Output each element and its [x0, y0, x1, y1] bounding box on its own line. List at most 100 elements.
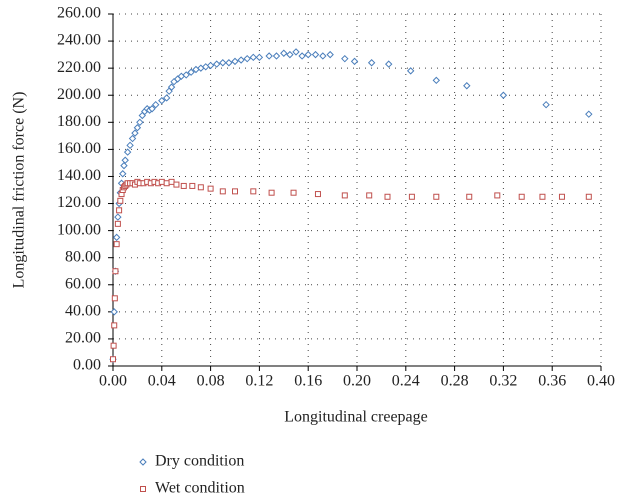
point	[290, 189, 297, 196]
point	[114, 220, 121, 227]
y-tick-label: 200.00	[57, 86, 101, 103]
point	[120, 161, 128, 170]
x-tick-label: 0.20	[343, 373, 371, 390]
point	[151, 101, 160, 109]
point	[114, 213, 122, 221]
point	[111, 295, 118, 302]
point	[126, 141, 134, 150]
point	[158, 96, 166, 105]
point	[406, 67, 415, 75]
point	[219, 59, 227, 67]
point	[286, 50, 294, 59]
point	[518, 193, 525, 200]
y-tick-label: 160.00	[57, 140, 101, 157]
point	[119, 170, 127, 178]
point	[131, 129, 139, 137]
point	[237, 56, 245, 64]
point	[197, 184, 204, 191]
point	[326, 50, 334, 59]
point	[113, 241, 120, 248]
point	[117, 197, 124, 204]
x-axis-title: Longitudinal creepage	[284, 409, 428, 426]
y-tick-label: 0.00	[73, 357, 101, 374]
point	[162, 94, 171, 102]
point	[243, 54, 251, 63]
legend-label: Wet condition	[155, 480, 245, 497]
point	[311, 50, 320, 59]
point	[341, 54, 349, 63]
point	[384, 193, 391, 200]
point	[499, 91, 508, 99]
point	[225, 59, 233, 67]
y-tick-label: 180.00	[57, 113, 101, 130]
point	[350, 57, 359, 66]
point	[314, 191, 321, 198]
point	[187, 68, 195, 76]
point	[206, 61, 215, 70]
y-tick-label: 240.00	[57, 32, 101, 49]
point	[268, 189, 275, 196]
point	[341, 192, 348, 199]
point	[367, 59, 376, 67]
point	[272, 52, 281, 60]
y-tick-label: 20.00	[65, 330, 101, 347]
point	[121, 156, 129, 164]
point	[232, 188, 238, 195]
point	[112, 233, 121, 242]
point	[112, 268, 119, 275]
point	[116, 207, 123, 214]
x-tick-label: 0.24	[392, 373, 420, 390]
point	[542, 101, 550, 109]
point	[558, 193, 565, 200]
point	[255, 53, 264, 62]
point	[168, 178, 175, 185]
y-tick-label: 120.00	[57, 194, 101, 211]
y-tick-label: 100.00	[57, 221, 101, 238]
y-tick-label: 60.00	[65, 275, 101, 292]
x-tick-label: 0.40	[587, 373, 615, 390]
point	[494, 192, 501, 199]
point	[292, 48, 300, 56]
point	[110, 308, 118, 316]
point	[366, 192, 373, 199]
point	[207, 185, 214, 192]
point	[128, 134, 137, 143]
point	[158, 178, 165, 185]
point	[212, 60, 221, 68]
x-tick-label: 0.08	[197, 373, 225, 390]
point	[173, 181, 180, 188]
point	[319, 52, 327, 60]
point	[466, 193, 473, 200]
x-tick-label: 0.04	[148, 373, 176, 390]
y-tick-label: 80.00	[65, 248, 101, 265]
x-tick-label: 0.00	[99, 373, 127, 390]
point	[231, 57, 239, 66]
point	[110, 356, 116, 363]
point	[123, 148, 132, 156]
x-tick-label: 0.32	[489, 373, 517, 390]
x-tick-label: 0.12	[245, 373, 273, 390]
point	[539, 193, 546, 200]
y-tick-label: 260.00	[57, 5, 101, 22]
point	[265, 52, 273, 60]
point	[148, 105, 156, 113]
point	[432, 76, 441, 85]
legend-marker	[139, 458, 147, 466]
x-tick-label: 0.16	[294, 373, 322, 390]
point	[182, 71, 190, 79]
point	[219, 188, 226, 195]
legend-label: Dry condition	[155, 453, 244, 470]
point	[304, 50, 312, 59]
y-axis-title: Longitudinal friction force (N)	[11, 92, 28, 289]
point	[463, 82, 471, 90]
point	[189, 182, 196, 189]
x-tick-label: 0.28	[441, 373, 469, 390]
y-tick-label: 40.00	[65, 303, 101, 320]
x-tick-label: 0.36	[538, 373, 566, 390]
point	[133, 124, 142, 132]
point	[110, 342, 117, 349]
point	[249, 53, 258, 62]
point	[385, 60, 393, 68]
point	[408, 193, 415, 200]
